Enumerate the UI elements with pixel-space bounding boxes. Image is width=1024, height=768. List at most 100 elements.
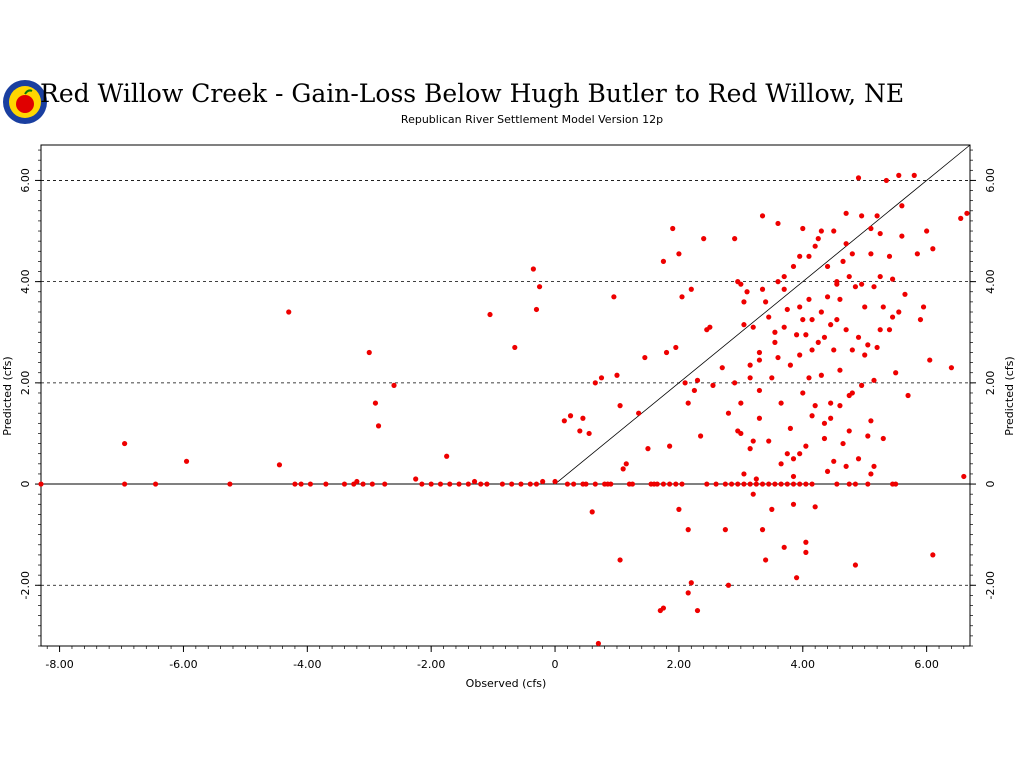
data-point [413, 476, 419, 482]
data-point [831, 458, 837, 464]
data-point [818, 372, 824, 378]
data-point [713, 481, 719, 487]
data-point [958, 215, 964, 221]
data-point [756, 357, 763, 363]
data-point [750, 491, 756, 497]
data-point [797, 253, 803, 259]
data-point [580, 481, 586, 487]
data-point [456, 481, 462, 487]
data-point [964, 210, 970, 216]
data-point [880, 304, 886, 310]
data-point [611, 294, 617, 300]
data-point [580, 415, 586, 421]
data-point [636, 410, 642, 416]
data-point [763, 557, 769, 563]
data-point [818, 228, 824, 234]
data-point [704, 481, 710, 487]
y-axis-label-left: Predicted (cfs) [1, 356, 14, 435]
data-point [667, 481, 673, 487]
data-point [828, 415, 834, 421]
data-point [797, 352, 803, 358]
data-point [679, 294, 685, 300]
data-point [809, 413, 815, 419]
data-point [679, 481, 685, 487]
data-point [893, 370, 899, 376]
data-point [868, 471, 874, 477]
data-point [855, 175, 862, 181]
data-point [831, 347, 837, 353]
data-point [592, 481, 598, 487]
data-point [930, 246, 936, 252]
data-point [815, 236, 821, 242]
data-point [920, 304, 927, 310]
data-point [735, 428, 741, 434]
data-point [697, 433, 704, 439]
data-point [676, 251, 682, 257]
data-point [484, 481, 490, 487]
y-tick-label-right: 6.00 [984, 168, 997, 193]
y-tick-label: 0 [19, 481, 32, 488]
data-point [741, 322, 747, 328]
data-point [889, 481, 896, 487]
data-point [889, 276, 896, 282]
data-point [862, 352, 868, 358]
data-point [793, 575, 800, 581]
data-point [152, 481, 159, 487]
data-point [846, 273, 852, 280]
data-point [865, 433, 871, 439]
data-point [784, 481, 790, 487]
data-point [849, 251, 855, 257]
data-point [428, 481, 434, 487]
data-point [747, 362, 753, 368]
data-point [889, 314, 896, 320]
x-tick-label: 0 [552, 658, 559, 671]
data-points [38, 172, 970, 647]
data-point [744, 289, 750, 295]
data-point [784, 451, 790, 457]
data-point [927, 357, 933, 363]
data-point [183, 458, 190, 464]
data-point [465, 481, 471, 487]
data-point [772, 339, 778, 345]
data-point [518, 481, 524, 487]
data-point [750, 438, 756, 444]
data-point [834, 281, 840, 287]
data-point [471, 478, 478, 485]
data-point [122, 481, 128, 487]
data-point [741, 471, 747, 477]
data-point [914, 251, 920, 257]
data-point [787, 362, 793, 368]
x-tick-label: 2.00 [667, 658, 692, 671]
data-point [375, 423, 382, 429]
data-point [871, 377, 877, 383]
data-point [778, 400, 784, 406]
data-point [821, 435, 828, 442]
data-point [759, 213, 766, 219]
data-point [874, 213, 880, 219]
data-point [567, 413, 574, 419]
data-point [877, 327, 883, 333]
data-point [660, 605, 667, 611]
data-point [837, 296, 843, 302]
data-point [843, 210, 849, 216]
data-point [781, 544, 787, 550]
data-point [880, 435, 886, 442]
data-point [509, 481, 515, 487]
chart-subtitle: Republican River Settlement Model Versio… [401, 113, 663, 126]
data-point [586, 430, 592, 437]
chart-title: Red Willow Creek - Gain-Loss Below Hugh … [40, 79, 904, 108]
data-point [663, 349, 670, 356]
data-point [614, 372, 620, 378]
data-point [806, 296, 812, 302]
data-point [800, 225, 806, 232]
data-point [803, 549, 809, 555]
data-point [571, 481, 577, 487]
data-point [589, 509, 595, 515]
data-point [372, 400, 379, 406]
data-point [685, 527, 691, 533]
data-point [391, 382, 397, 388]
data-point [781, 324, 787, 330]
data-point [806, 375, 812, 381]
x-axis-ticks: -8.00 -6.00 -4.00 -2.00 0 2.00 4.00 6.00 [45, 646, 965, 671]
